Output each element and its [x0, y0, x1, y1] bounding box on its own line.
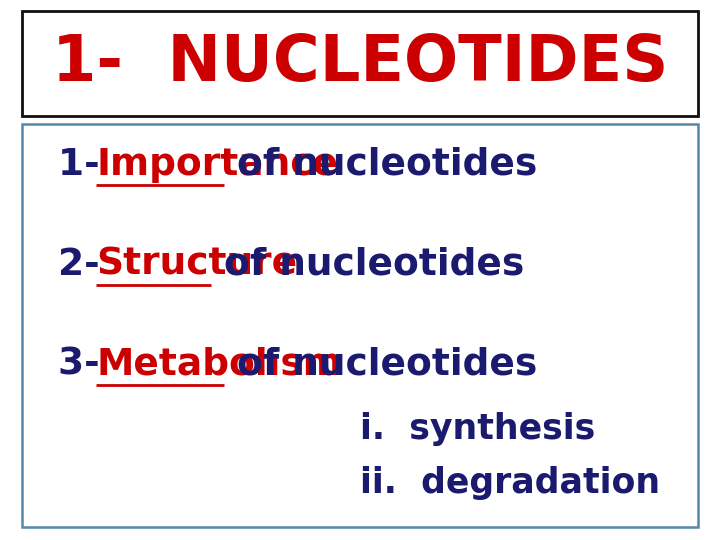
Text: of nucleotides: of nucleotides — [224, 147, 537, 183]
Text: 1-: 1- — [58, 147, 112, 183]
Text: Importance: Importance — [96, 147, 338, 183]
Text: 1-  NUCLEOTIDES: 1- NUCLEOTIDES — [52, 32, 668, 94]
Text: Structure: Structure — [96, 247, 297, 282]
Text: 2-: 2- — [58, 247, 112, 282]
Text: Metabolism: Metabolism — [96, 347, 342, 382]
Text: ii.  degradation: ii. degradation — [360, 467, 660, 500]
FancyBboxPatch shape — [22, 11, 698, 116]
Text: of nucleotides: of nucleotides — [212, 247, 525, 282]
FancyBboxPatch shape — [22, 124, 698, 526]
Text: 3-: 3- — [58, 347, 112, 382]
Text: i.  synthesis: i. synthesis — [360, 413, 595, 446]
Text: of nucleotides: of nucleotides — [224, 347, 537, 382]
